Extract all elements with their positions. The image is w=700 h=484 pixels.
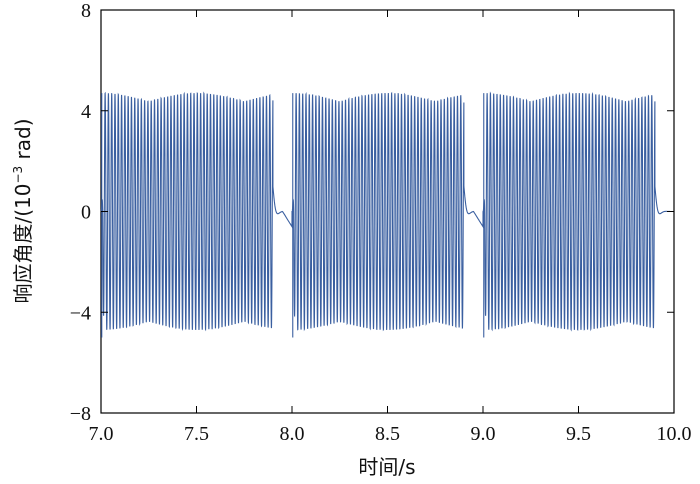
y-axis-title: 响应角度/(10−3 rad) — [11, 118, 35, 303]
x-tick-label: 9.0 — [471, 423, 496, 445]
y-axis-title-exponent: −3 — [11, 166, 25, 184]
y-tick-label: 0 — [81, 202, 91, 224]
y-tick-label: −4 — [70, 302, 91, 324]
y-tick-label: 8 — [81, 0, 91, 22]
x-axis-title: 时间/s — [358, 455, 415, 479]
x-tick-label: 7.5 — [184, 423, 209, 445]
axis-ticks — [100, 9, 675, 414]
x-tick-label: 7.0 — [89, 423, 114, 445]
y-tick-label: 4 — [81, 101, 91, 123]
y-axis-title-prefix: 响应角度/(10 — [11, 184, 35, 304]
y-axis-title-suffix: rad) — [11, 118, 35, 165]
y-tick-label: −8 — [70, 403, 91, 425]
x-tick-label: 8.5 — [375, 423, 400, 445]
x-tick-label: 8.0 — [280, 423, 305, 445]
x-tick-label: 10.0 — [657, 423, 692, 445]
series-line — [100, 91, 674, 332]
x-tick-label: 9.5 — [566, 423, 591, 445]
tick-labels: 7.0 7.5 8.0 8.5 9.0 9.5 10.0 8 4 0 −4 −8 — [70, 0, 692, 445]
series-group — [100, 91, 674, 338]
